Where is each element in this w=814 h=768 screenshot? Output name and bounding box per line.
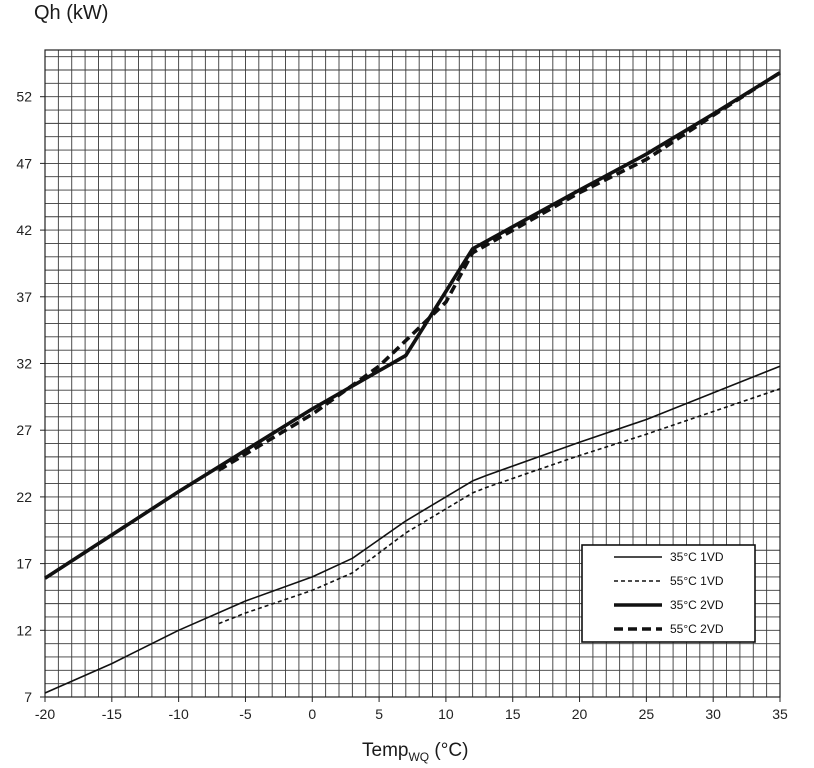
- x-tick-label: 25: [639, 706, 655, 722]
- plot-border: [44, 49, 781, 698]
- x-tick-label: -10: [169, 706, 189, 722]
- x-tick-label: 15: [505, 706, 521, 722]
- y-axis-title: Qh (kW): [34, 2, 109, 24]
- series-line-35-c-2vd: [44, 71, 781, 580]
- x-axis-title-unit: (°C): [429, 740, 469, 761]
- x-axis-title: TempWQ (°C): [362, 740, 468, 764]
- y-tick-label: 37: [16, 289, 32, 305]
- x-tick-label: 5: [375, 706, 383, 722]
- x-tick-label: -20: [35, 706, 55, 722]
- legend: 35°C 1VD 55°C 1VD 35°C 2VD 55°C 2VD: [581, 544, 756, 643]
- x-tick-label: 35: [772, 706, 788, 722]
- x-tick-label: 30: [705, 706, 721, 722]
- series-line-55-c-2vd: [217, 71, 781, 472]
- y-tick-label: 22: [16, 489, 32, 505]
- x-tick-label: 10: [438, 706, 454, 722]
- x-tick-label: -15: [102, 706, 122, 722]
- legend-label: 55°C 2VD: [670, 622, 724, 636]
- y-tick-label: 47: [16, 155, 32, 171]
- y-tick-label: 42: [16, 222, 32, 238]
- legend-label: 35°C 1VD: [670, 550, 724, 564]
- y-tick-label: 12: [16, 622, 32, 638]
- y-tick-label: 27: [16, 422, 32, 438]
- x-tick-label: 0: [308, 706, 316, 722]
- y-tick-label: 52: [16, 89, 32, 105]
- legend-label: 55°C 1VD: [670, 574, 724, 588]
- x-axis-title-main: Temp: [362, 740, 409, 761]
- x-tick-label: -5: [239, 706, 252, 722]
- y-tick-label: 7: [24, 689, 32, 705]
- x-axis-title-subscript: WQ: [408, 750, 430, 764]
- series-line-35-c-1vd: [44, 365, 781, 694]
- legend-label: 35°C 2VD: [670, 598, 724, 612]
- grid-lines: [44, 49, 781, 698]
- y-tick-label: 17: [16, 556, 32, 572]
- y-tick-label: 32: [16, 355, 32, 371]
- x-tick-label: 20: [572, 706, 588, 722]
- tick-labels: -20 -15 -10 -5 0 5 10 15 20 25 30 35 7 12 17 22 27 32 37 42…: [16, 89, 788, 722]
- legend-box: [581, 544, 756, 643]
- series-lines: [44, 71, 781, 694]
- series-line-55-c-1vd: [218, 388, 781, 625]
